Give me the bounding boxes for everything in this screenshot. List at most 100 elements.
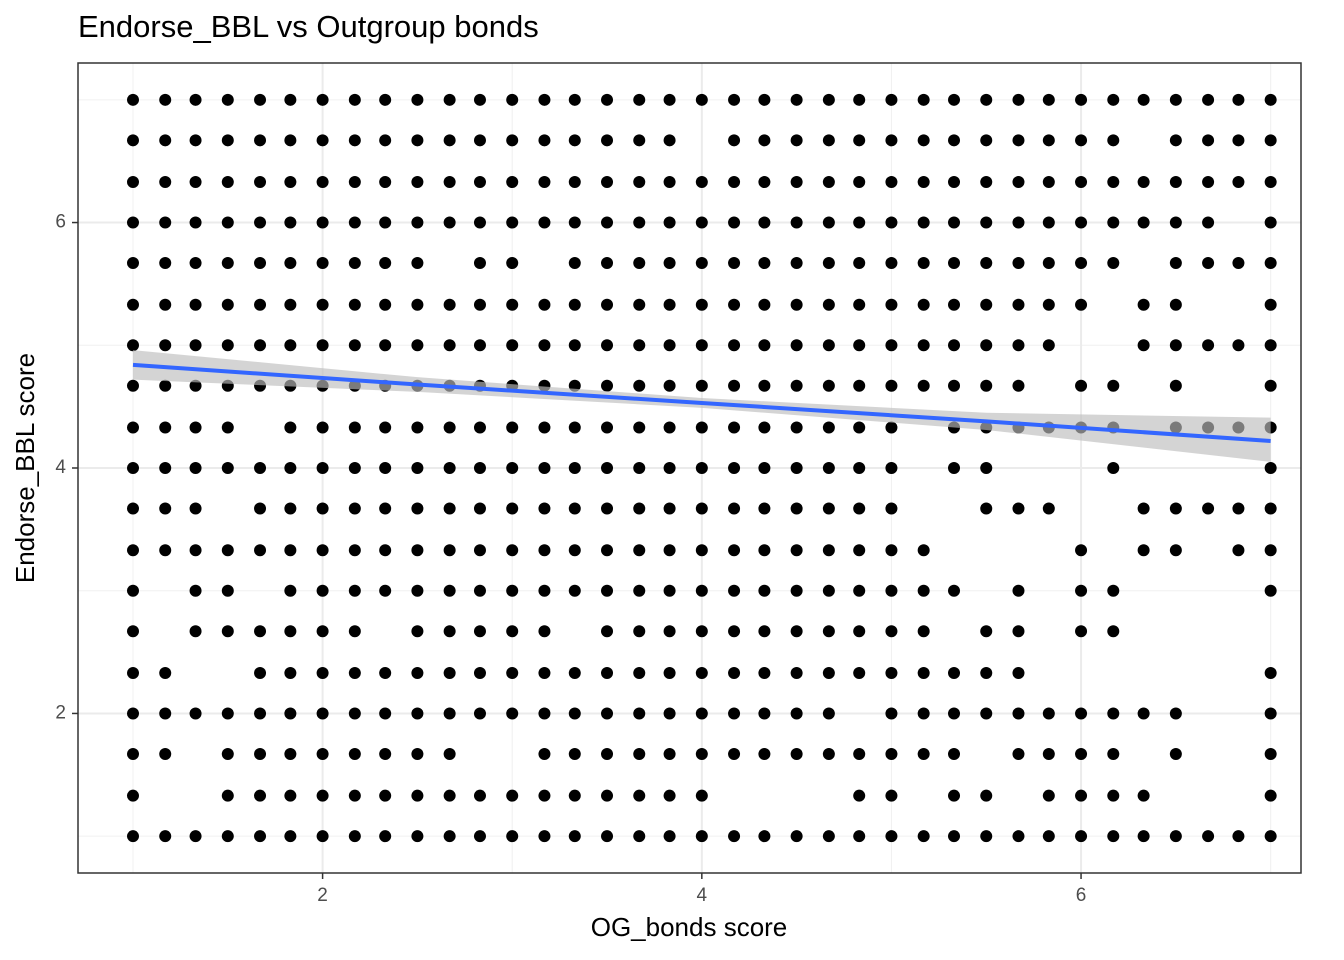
point [473,462,486,474]
point [443,462,456,474]
point [1075,134,1088,147]
point [1137,93,1150,106]
point [538,502,551,515]
point [601,134,614,147]
point [663,625,676,638]
point [538,462,551,474]
point [348,789,361,802]
point [126,216,139,229]
point [316,830,329,843]
point [348,93,361,106]
point [885,625,898,638]
point [822,93,835,106]
point [822,707,835,720]
point [790,747,803,760]
x-tick-label: 4 [697,885,708,906]
point [1232,339,1245,352]
point [1264,257,1277,270]
point [473,789,486,802]
point [126,625,139,638]
point [1264,830,1277,843]
point [601,830,614,843]
point [159,176,172,189]
point [348,625,361,638]
point [316,421,329,434]
point [1169,257,1182,270]
point [1042,502,1055,515]
point [1042,830,1055,843]
point [506,830,519,843]
point [189,830,202,843]
point [758,625,771,638]
point [443,339,456,352]
point [568,830,581,843]
point [1202,830,1215,843]
point [159,298,172,311]
point [663,176,676,189]
point [254,502,267,515]
point [1169,176,1182,189]
point [473,339,486,352]
point [790,421,803,434]
point [1075,625,1088,638]
point [790,462,803,474]
point [1264,379,1277,392]
point [663,379,676,392]
point [506,216,519,229]
point [126,339,139,352]
point [1107,625,1120,638]
point [1042,789,1055,802]
point [853,339,866,352]
point [980,298,993,311]
point [443,666,456,679]
point [284,707,297,720]
point [948,830,961,843]
point [728,666,741,679]
x-axis-label: OG_bonds score [591,912,788,942]
point [221,421,234,434]
point [1042,93,1055,106]
point [379,747,392,760]
point [126,462,139,474]
point [663,707,676,720]
point [758,666,771,679]
point [633,257,646,270]
point [443,176,456,189]
point [159,339,172,352]
point [633,502,646,515]
point [1042,707,1055,720]
point [980,462,993,474]
point [379,707,392,720]
point [538,298,551,311]
point [853,789,866,802]
point [316,93,329,106]
point [348,421,361,434]
point [663,502,676,515]
point [822,584,835,597]
point [1202,176,1215,189]
point [443,93,456,106]
point [1169,502,1182,515]
point [316,544,329,557]
point [1202,257,1215,270]
point [284,216,297,229]
point [568,789,581,802]
point [980,379,993,392]
point [506,298,519,311]
point [633,625,646,638]
point [189,216,202,229]
point [980,257,993,270]
point [695,421,708,434]
point [790,830,803,843]
point [853,502,866,515]
point [1137,339,1150,352]
point [663,747,676,760]
point [538,625,551,638]
point [790,257,803,270]
point [917,339,930,352]
point [1042,134,1055,147]
point [1012,625,1025,638]
point [663,257,676,270]
point [473,625,486,638]
point [917,216,930,229]
